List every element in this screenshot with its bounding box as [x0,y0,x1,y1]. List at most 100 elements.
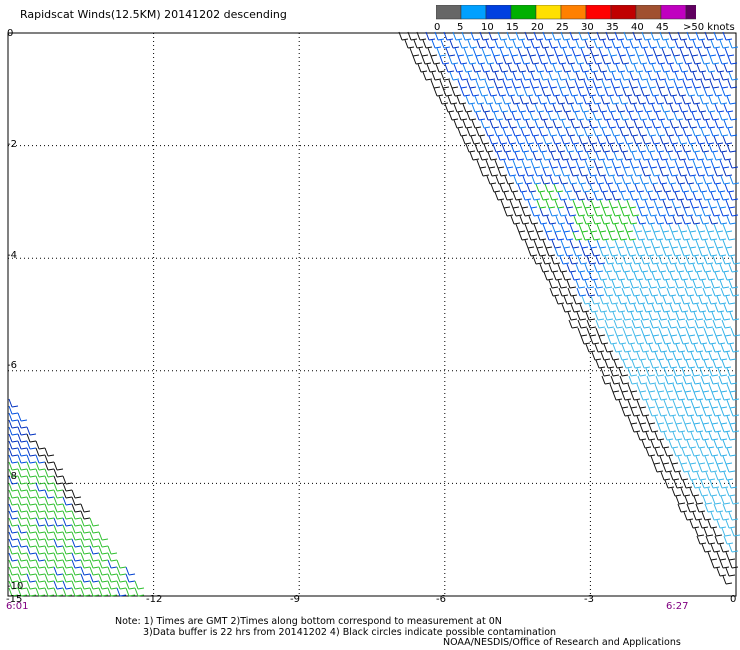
wind-barb [673,55,684,65]
wind-barb [654,215,665,225]
wind-barb [600,351,611,361]
wind-barb [710,279,721,289]
wind-barb [678,471,689,481]
wind-barb [667,151,678,161]
wind-barb [696,103,707,113]
wind-barb [667,87,678,97]
wind-barb [720,495,731,505]
wind-barb [516,119,527,129]
wind-barb [574,79,585,89]
wind-barb [629,279,640,289]
wind-barb [53,482,64,492]
wind-barb [538,79,549,89]
wind-barb [563,247,574,257]
wind-barb [668,31,679,41]
wind-barb [572,295,583,305]
wind-barb [17,552,28,562]
wind-barb [717,415,728,425]
wind-barb [44,510,55,520]
wind-barb [503,159,514,169]
wind-barb [62,503,73,513]
wind-barb [597,119,608,129]
wind-barb [559,87,570,97]
wind-barb [581,295,592,305]
wind-barb [725,551,736,561]
wind-barb [458,39,469,49]
wind-barb [53,538,64,548]
wind-barb [655,79,666,89]
wind-barb [8,566,19,576]
wind-barb [703,255,714,265]
wind-barb [583,111,594,121]
wind-barb [668,167,679,177]
wind-barb [611,39,622,49]
wind-barb [694,527,705,537]
wind-barb [676,87,687,97]
wind-barb [672,351,683,361]
wind-barb [695,455,706,465]
wind-barb [708,431,719,441]
wind-barb [720,311,731,321]
wind-barb [685,151,696,161]
wind-barb [718,55,729,65]
wind-barb [605,239,616,249]
wind-barb [695,31,706,41]
wind-barb [585,311,596,321]
wind-barb [723,271,734,281]
wind-barb [499,47,510,57]
wind-barb [617,295,628,305]
wind-barb [663,367,674,377]
wind-barb [522,175,533,185]
wind-barb [556,55,567,65]
wind-barb [530,207,541,217]
wind-barb [71,489,82,499]
wind-barb [604,151,615,161]
wind-barb [702,391,713,401]
wind-barb [71,552,82,562]
wind-barb [535,47,546,57]
wind-barb [543,103,554,113]
wind-barb [658,359,669,369]
wind-barb [689,487,700,497]
wind-barb [702,423,713,433]
wind-barb [533,239,544,249]
wind-barb [576,175,587,185]
wind-barb [651,103,662,113]
wind-barb [490,183,501,193]
wind-barb [650,223,661,233]
wind-barb [606,271,617,281]
wind-barb [62,531,73,541]
wind-barb [674,279,685,289]
wind-barb [646,127,657,137]
wind-barb [690,415,701,425]
wind-barb [713,455,724,465]
wind-barb [710,543,721,553]
wind-barb [702,343,713,353]
wind-barb [710,263,721,273]
wind-barb [654,415,665,425]
wind-barb [699,367,710,377]
wind-barb [512,71,523,81]
wind-barb [689,295,700,305]
wind-barb [62,524,73,534]
wind-barb [53,559,64,569]
wind-barb [621,175,632,185]
wind-barb [595,359,606,369]
wind-barb [682,375,693,385]
wind-barb [610,55,621,65]
wind-barb [701,159,712,169]
wind-barb [671,247,682,257]
wind-barb [470,31,481,41]
wind-barb [524,239,535,249]
wind-barb [418,47,429,57]
wind-barb [591,351,602,361]
wind-barb [667,255,678,265]
wind-barb [654,143,665,153]
wind-barb [723,119,734,129]
wind-barb [714,63,725,73]
wind-barb [578,31,589,41]
wind-barb [107,559,118,569]
wind-barb [529,79,540,89]
wind-barb [727,111,738,121]
